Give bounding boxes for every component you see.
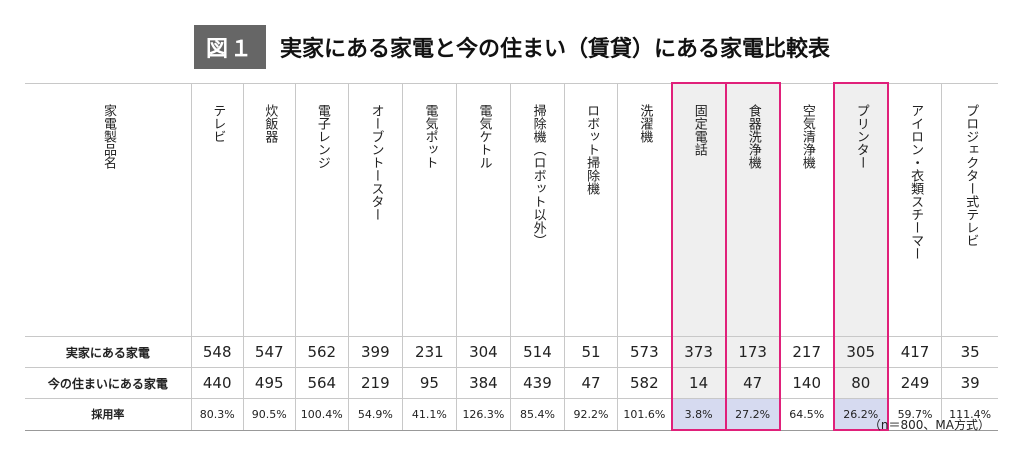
table-cell: 173 [724,336,781,368]
table-cell: 64.5% [779,398,834,431]
row-label: 採用率 [25,398,192,431]
table-cell: 41.1% [401,398,457,431]
column-name: 電子レンジ [314,103,330,169]
column-name: 食器洗浄機 [745,104,761,169]
column-header: 洗濯機 [617,82,672,337]
table-cell: 140 [779,367,834,399]
column-name: 固定電話 [691,104,707,156]
table-cell: 59.7% [887,398,942,431]
column-name: 洗濯機 [637,103,653,143]
table-cell: 514 [509,336,565,368]
table-cell: 573 [617,336,672,368]
sample-note: （n＝800、MA方式） [868,418,990,432]
column-header: 掃除機（ロボット以外） [509,82,565,337]
table-cell: 231 [401,336,457,368]
column-name: テレビ [210,103,226,143]
column-name: 掃除機（ロボット以外） [530,103,546,247]
table-cell: 3.8% [670,398,727,431]
table-cell: 548 [190,336,244,368]
header-label: 家電製品名 [100,103,116,169]
table-cell: 304 [455,336,511,368]
column-name: オーブントースター [368,103,384,221]
table-cell: 562 [294,336,349,368]
column-header: 炊飯器 [242,82,296,337]
column-header: 空気清浄機 [779,82,834,337]
table-cell: 417 [887,336,942,368]
table-cell: 219 [347,367,403,399]
column-header: テレビ [190,82,244,337]
table-cell: 80 [832,367,889,399]
table-cell: 101.6% [617,398,672,431]
column-name: アイロン・衣類スチーマー [908,103,924,260]
column-header: ロボット掃除機 [563,82,618,337]
table-cell: 384 [455,367,511,399]
table-cell: 51 [563,336,618,368]
column-name: 電気ケトル [476,103,492,169]
column-header: 電子レンジ [294,82,349,337]
table-cell: 399 [347,336,403,368]
table-cell: 440 [190,367,244,399]
table-cell: 373 [670,336,727,368]
column-header: オーブントースター [347,82,403,337]
table-cell: 249 [887,367,942,399]
table-cell: 92.2% [563,398,618,431]
column-header: プロジェクター式テレビ [941,82,998,337]
column-header: 電気ポット [401,82,457,337]
row-label: 実家にある家電 [25,336,192,368]
column-name: 炊飯器 [262,103,278,143]
comparison-table: 家電製品名 テレビ 炊飯器 電子レンジ オーブントースター 電気ポット 電気ケトル 掃除機（… [25,82,998,431]
table-cell: 54.9% [347,398,403,431]
table-cell: 47 [724,367,781,399]
table-cell: 100.4% [294,398,349,431]
table-cell: 27.2% [724,398,781,431]
table-cell: 14 [670,367,727,399]
figure-title-row: 図１ 実家にある家電と今の住まい（賃貸）にある家電比較表 [0,25,1024,69]
column-name: 電気ポット [422,103,438,169]
figure-label: 図１ [193,25,266,69]
table-cell: 547 [242,336,296,368]
table-row: 採用率 80.3% 90.5% 100.4% 54.9% 41.1% 126.3% 85.4%… [25,398,998,431]
table-cell: 90.5% [242,398,296,431]
column-header: 食器洗浄機 [724,82,781,337]
table-cell: 217 [779,336,834,368]
header-row: 家電製品名 テレビ 炊飯器 電子レンジ オーブントースター 電気ポット 電気ケトル 掃除機（… [25,82,998,337]
table-cell: 35 [941,336,998,368]
column-header: 固定電話 [670,82,727,337]
table-row: 実家にある家電 548 547 562 399 231 304 514 51 573 373 173 2… [25,336,998,368]
table-cell: 439 [509,367,565,399]
table-cell: 564 [294,367,349,399]
column-header: プリンター [832,82,889,337]
row-label: 今の住まいにある家電 [25,367,192,399]
table-cell: 39 [941,367,998,399]
table-cell: 47 [563,367,618,399]
table-cell: 495 [242,367,296,399]
table-cell: 582 [617,367,672,399]
column-header: 電気ケトル [455,82,511,337]
table-row: 今の住まいにある家電 440 495 564 219 95 384 439 47 582 14 47 1… [25,367,998,399]
table-cell: 126.3% [455,398,511,431]
table-cell: 95 [401,367,457,399]
column-header: アイロン・衣類スチーマー [887,82,942,337]
table-cell: 26.2% [832,398,889,431]
table-cell: 305 [832,336,889,368]
column-name: 空気清浄機 [799,103,815,169]
figure-title: 実家にある家電と今の住まい（賃貸）にある家電比較表 [280,37,831,62]
table-cell: 111.4% [941,398,998,431]
table-cell: 80.3% [190,398,244,431]
header-label-cell: 家電製品名 [25,82,192,337]
column-name: プリンター [853,104,869,169]
column-name: プロジェクター式テレビ [963,103,979,247]
column-name: ロボット掃除機 [584,103,600,195]
table-cell: 85.4% [509,398,565,431]
